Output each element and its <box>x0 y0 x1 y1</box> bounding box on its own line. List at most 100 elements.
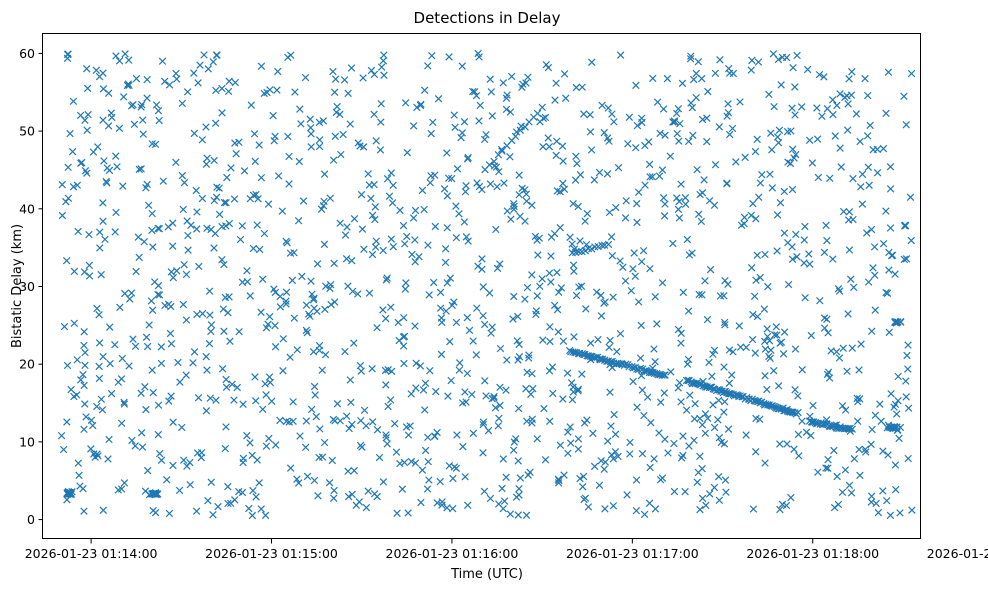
detection-point-359 <box>592 288 601 296</box>
detection-point-1685 <box>538 103 546 112</box>
detection-point-401 <box>736 98 744 106</box>
detection-point-1493 <box>684 137 693 146</box>
detection-point-997 <box>215 184 223 192</box>
detection-point-448 <box>667 368 675 376</box>
detection-point-1207 <box>673 129 681 138</box>
detection-point-718 <box>496 401 504 410</box>
detection-point-887 <box>579 482 587 491</box>
detection-point-1484 <box>774 55 783 64</box>
detection-point-294 <box>384 402 392 411</box>
detection-point-338 <box>213 183 221 191</box>
detection-point-137 <box>115 124 124 133</box>
detection-point-1292 <box>884 68 893 76</box>
detection-point-397 <box>833 101 841 110</box>
detection-point-1095 <box>97 395 106 404</box>
detection-point-1392 <box>312 412 321 421</box>
detection-point-563 <box>492 163 501 171</box>
detection-point-27 <box>557 284 566 292</box>
detection-point-104 <box>495 167 503 176</box>
detection-point-150 <box>257 308 265 316</box>
detection-point-1202 <box>550 301 559 310</box>
detection-point-370 <box>843 367 851 376</box>
detection-point-648 <box>436 304 445 312</box>
detection-point-145 <box>401 285 410 293</box>
detection-point-1103 <box>265 434 273 443</box>
detection-point-1066 <box>472 351 481 359</box>
detection-point-583 <box>424 62 432 70</box>
detection-point-310 <box>212 86 220 95</box>
detection-point-838 <box>399 221 408 230</box>
detection-point-189 <box>904 404 913 412</box>
y-axis-title: Bistatic Delay (km) <box>10 224 25 348</box>
detection-point-1242 <box>696 505 704 514</box>
detection-point-1415 <box>614 163 623 172</box>
detection-point-1110 <box>793 253 801 261</box>
detection-point-1297 <box>780 229 789 237</box>
detection-point-1210 <box>766 354 774 363</box>
detection-point-1144 <box>293 475 301 483</box>
detection-point-256 <box>330 259 338 268</box>
detection-point-242 <box>656 129 664 138</box>
detection-point-951 <box>604 104 612 112</box>
detection-point-284 <box>509 446 518 454</box>
detection-point-1377 <box>669 118 677 126</box>
detection-point-574 <box>464 237 472 245</box>
x-axis: 2026-01-23 01:14:00 2026-01-23 01:15:00 20… <box>25 539 988 561</box>
detection-point-1278 <box>509 315 517 323</box>
detection-point-1367 <box>474 262 482 270</box>
detection-point-1184 <box>766 170 774 178</box>
detection-point-915 <box>773 331 781 339</box>
detection-point-1071 <box>559 337 568 345</box>
detection-point-1030 <box>205 339 214 348</box>
detection-point-950 <box>774 139 783 147</box>
detection-point-278 <box>694 468 703 477</box>
detection-point-411 <box>87 445 95 453</box>
detection-point-344 <box>377 63 386 71</box>
detection-point-567 <box>441 245 450 253</box>
detection-point-1111 <box>222 222 230 230</box>
detection-point-965 <box>607 233 616 241</box>
detection-point-1117 <box>375 453 384 462</box>
detection-point-1193 <box>276 292 284 301</box>
detection-point-357 <box>451 123 459 132</box>
detection-point-1386 <box>837 163 845 171</box>
detection-point-1142 <box>442 307 450 315</box>
detection-point-351 <box>383 174 392 183</box>
detection-point-1299 <box>855 395 864 403</box>
detection-point-1020 <box>856 137 864 146</box>
detection-point-271 <box>108 113 116 122</box>
detection-point-1270 <box>362 503 371 512</box>
detection-point-319 <box>262 442 271 450</box>
detection-point-1143 <box>339 130 347 139</box>
detection-point-348 <box>788 255 797 263</box>
detection-point-1552 <box>658 371 666 379</box>
detection-point-124 <box>676 119 684 128</box>
detection-point-83 <box>286 353 294 361</box>
detection-point-586 <box>371 203 380 211</box>
detection-point-690 <box>879 239 888 248</box>
detection-point-934 <box>84 110 92 119</box>
detection-point-1492 <box>493 264 502 273</box>
detection-point-744 <box>858 170 867 178</box>
detection-point-1034 <box>365 181 374 189</box>
detection-point-1118 <box>848 344 856 352</box>
detection-point-98 <box>174 358 182 367</box>
detection-point-213 <box>423 485 432 493</box>
detection-point-577 <box>74 227 82 236</box>
detection-point-548 <box>220 260 228 269</box>
detection-point-1396 <box>80 341 88 350</box>
detection-point-786 <box>650 455 658 463</box>
detection-point-658 <box>502 94 511 102</box>
detection-point-654 <box>823 370 832 379</box>
detection-point-290 <box>900 255 909 264</box>
detection-point-824 <box>597 312 606 320</box>
detection-point-553 <box>112 208 120 217</box>
detection-point-428 <box>788 243 796 251</box>
detection-point-1218 <box>313 307 321 316</box>
detection-point-182 <box>791 111 799 119</box>
detection-point-1181 <box>151 508 160 517</box>
detection-point-34 <box>600 128 608 137</box>
detection-point-1208 <box>553 268 561 277</box>
detection-point-494 <box>902 377 910 385</box>
detection-point-1077 <box>344 492 353 501</box>
